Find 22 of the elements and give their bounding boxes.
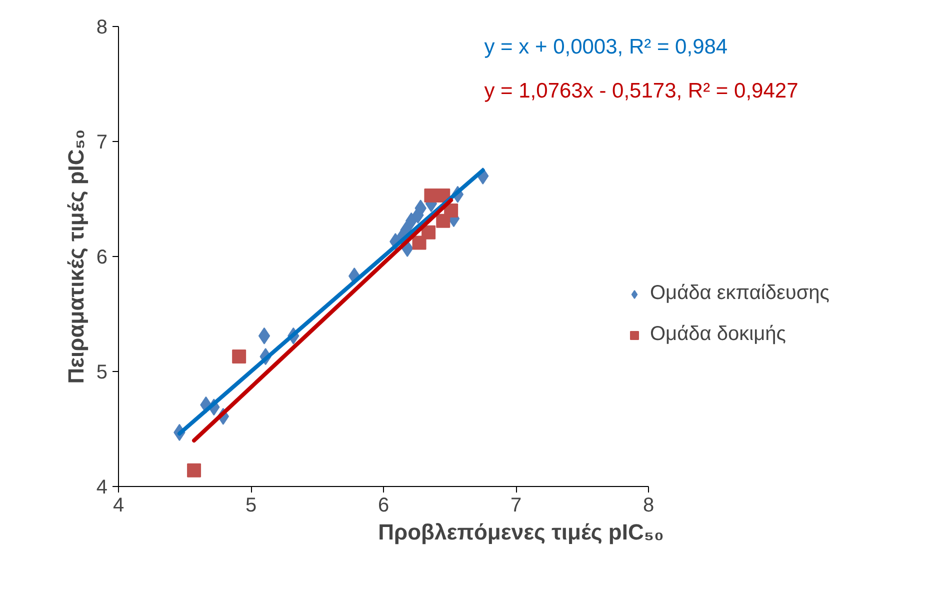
y-tick-label: 4 <box>96 476 108 498</box>
y-tick-label: 8 <box>96 16 108 38</box>
y-tick-label: 6 <box>96 246 108 268</box>
x-tick-label: 7 <box>510 494 522 516</box>
annotation: y = x + 0,0003, R² = 0,984 <box>484 36 728 59</box>
annotation: y = 1,0763x - 0,5173, R² = 0,9427 <box>484 79 798 102</box>
x-tick-label: 5 <box>245 494 257 516</box>
y-tick-label: 5 <box>96 362 108 384</box>
point <box>232 350 246 364</box>
point <box>405 212 418 230</box>
x-tick-label: 8 <box>642 494 654 516</box>
y-axis-title: Πειραματικές τιμές pIC₅₀ <box>63 129 88 384</box>
x-tick-label: 4 <box>112 494 124 516</box>
x-axis-title: Προβλεπόμενες τιμές pIC₅₀ <box>378 520 664 544</box>
legend-label: Ομάδα εκπαίδευσης <box>650 282 830 305</box>
x-tick-label: 6 <box>378 494 390 516</box>
point <box>412 236 426 250</box>
point <box>258 327 270 344</box>
point <box>187 463 202 478</box>
y-tick-label: 7 <box>96 132 108 154</box>
legend-label: Ομάδα δοκιμής <box>650 323 786 346</box>
point <box>436 214 450 228</box>
